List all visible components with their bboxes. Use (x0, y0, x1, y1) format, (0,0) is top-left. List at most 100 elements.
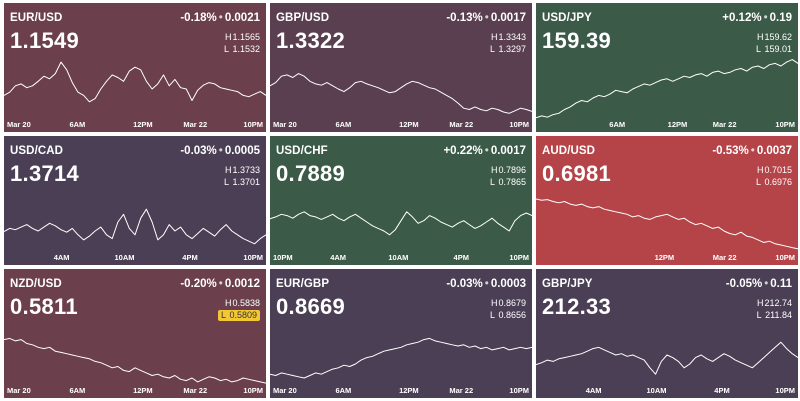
change-absolute: 0.0037 (756, 145, 792, 157)
time-tick: 4AM (53, 253, 70, 262)
time-axis: 4AM 10AM 4PM 10PM (4, 253, 266, 263)
high-value: H212.74 (756, 298, 792, 308)
price-line (536, 198, 798, 250)
time-tick: 10PM (775, 120, 795, 129)
time-tick: Mar 22 (449, 120, 474, 129)
change-readout: -0.53% • 0.0037 (712, 145, 792, 157)
pair-label: USD/CHF (276, 145, 328, 157)
change-absolute: 0.0003 (490, 278, 526, 290)
time-tick: 4PM (453, 253, 469, 262)
pair-label: GBP/JPY (542, 278, 593, 290)
pair-label: AUD/USD (542, 145, 596, 157)
pair-label: NZD/USD (10, 278, 62, 290)
change-readout: -0.03% • 0.0003 (446, 278, 526, 290)
price-chart (4, 337, 266, 384)
time-tick: 10PM (243, 120, 263, 129)
time-tick: 12PM (399, 386, 419, 395)
separator-dot: • (218, 12, 223, 24)
high-number: 1.1565 (232, 32, 260, 42)
low-value: L 1.3297 (489, 44, 526, 54)
price-line (536, 341, 798, 375)
time-tick: Mar 20 (7, 386, 31, 395)
high-value: H0.7896 (490, 165, 526, 175)
change-absolute: 0.0021 (224, 12, 260, 24)
price-line (536, 59, 798, 119)
low-number: 211.84 (765, 310, 792, 320)
time-axis: 12PM Mar 22 10PM (536, 253, 798, 263)
tile-gbp-usd[interactable]: GBP/USD -0.13% • 0.0017 1.3322 H1.3343 L 1… (270, 3, 532, 132)
price-chart (536, 198, 798, 250)
time-tick: 4PM (714, 386, 730, 395)
change-absolute: 0.0012 (224, 278, 260, 290)
high-number: 1.3733 (232, 165, 260, 175)
separator-dot: • (484, 12, 489, 24)
change-readout: +0.22% • 0.0017 (443, 145, 526, 157)
tile-eur-usd[interactable]: EUR/USD -0.18% • 0.0021 1.1549 H1.1565 L 1… (4, 3, 266, 132)
high-value: H1.3733 (224, 165, 260, 175)
price-line (4, 337, 266, 384)
price-value: 0.6981 (542, 161, 612, 186)
high-number: 212.74 (764, 298, 792, 308)
price-value: 1.1549 (10, 28, 80, 53)
tile-usd-jpy[interactable]: USD/JPY +0.12% • 0.19 159.39 H159.62 L 159… (536, 3, 798, 132)
price-value: 1.3322 (276, 28, 346, 53)
change-percent: -0.53% (712, 145, 749, 157)
price-chart (270, 73, 532, 114)
time-axis: Mar 20 6AM 12PM Mar 22 10PM (270, 120, 532, 130)
tile-gbp-jpy[interactable]: GBP/JPY -0.05% • 0.11 212.33 H212.74 L 211… (536, 269, 798, 398)
change-readout: -0.18% • 0.0021 (180, 12, 260, 24)
change-absolute: 0.0017 (490, 12, 526, 24)
price-value: 0.5811 (10, 294, 78, 319)
tile-eur-gbp[interactable]: EUR/GBP -0.03% • 0.0003 0.8669 H0.8679 L 0… (270, 269, 532, 398)
low-number: 1.3701 (232, 177, 260, 187)
separator-dot: • (764, 278, 769, 290)
currency-grid: EUR/USD -0.18% • 0.0021 1.1549 H1.1565 L 1… (4, 3, 798, 398)
high-number: 159.62 (764, 32, 792, 42)
price-chart (536, 341, 798, 375)
high-number: 0.8679 (498, 298, 526, 308)
time-tick: 6AM (609, 120, 626, 129)
time-tick: 10PM (775, 253, 795, 262)
change-percent: -0.05% (725, 278, 763, 290)
time-tick: 4AM (585, 386, 602, 395)
tile-usd-cad[interactable]: USD/CAD -0.03% • 0.0005 1.3714 H1.3733 L 1… (4, 136, 266, 265)
change-absolute: 0.0017 (490, 145, 526, 157)
low-value: L 1.3701 (223, 177, 260, 187)
tile-aud-usd[interactable]: AUD/USD -0.53% • 0.0037 0.6981 H0.7015 L 0… (536, 136, 798, 265)
pair-label: EUR/USD (10, 12, 63, 24)
low-number: 0.8656 (498, 310, 526, 320)
time-axis: Mar 20 6AM 12PM Mar 22 10PM (4, 120, 266, 130)
separator-dot: • (484, 145, 489, 157)
change-absolute: 0.19 (769, 12, 792, 24)
change-percent: +0.12% (722, 12, 762, 24)
time-axis: 6AM 12PM Mar 22 10PM (536, 120, 798, 130)
low-value: L 159.01 (755, 44, 792, 54)
time-tick: 12PM (133, 386, 153, 395)
tile-nzd-usd[interactable]: NZD/USD -0.20% • 0.0012 0.5811 H0.5838 L 0… (4, 269, 266, 398)
high-number: 0.7896 (498, 165, 526, 175)
low-number: 1.3297 (498, 44, 526, 54)
time-tick: 10AM (388, 253, 409, 262)
tile-usd-chf[interactable]: USD/CHF +0.22% • 0.0017 0.7889 H0.7896 L 0… (270, 136, 532, 265)
separator-dot: • (763, 12, 768, 24)
time-tick: Mar 22 (183, 120, 208, 129)
time-tick: 12PM (667, 120, 688, 129)
time-tick: 12PM (399, 120, 419, 129)
pair-label: EUR/GBP (276, 278, 330, 290)
change-percent: -0.03% (180, 145, 217, 157)
time-tick: Mar 22 (712, 120, 737, 129)
price-value: 1.3714 (10, 161, 80, 186)
price-value: 159.39 (542, 28, 612, 53)
price-chart (4, 61, 266, 103)
time-tick: 10PM (243, 386, 263, 395)
low-value: L 0.8656 (489, 310, 526, 320)
price-line (270, 337, 532, 379)
time-tick: 4AM (330, 253, 347, 262)
time-tick: 10AM (114, 253, 135, 262)
price-chart (536, 59, 798, 119)
change-percent: +0.22% (443, 145, 483, 157)
high-value: H0.8679 (490, 298, 526, 308)
change-readout: -0.13% • 0.0017 (446, 12, 526, 24)
low-value: L 211.84 (756, 310, 792, 320)
time-tick: Mar 20 (273, 386, 297, 395)
